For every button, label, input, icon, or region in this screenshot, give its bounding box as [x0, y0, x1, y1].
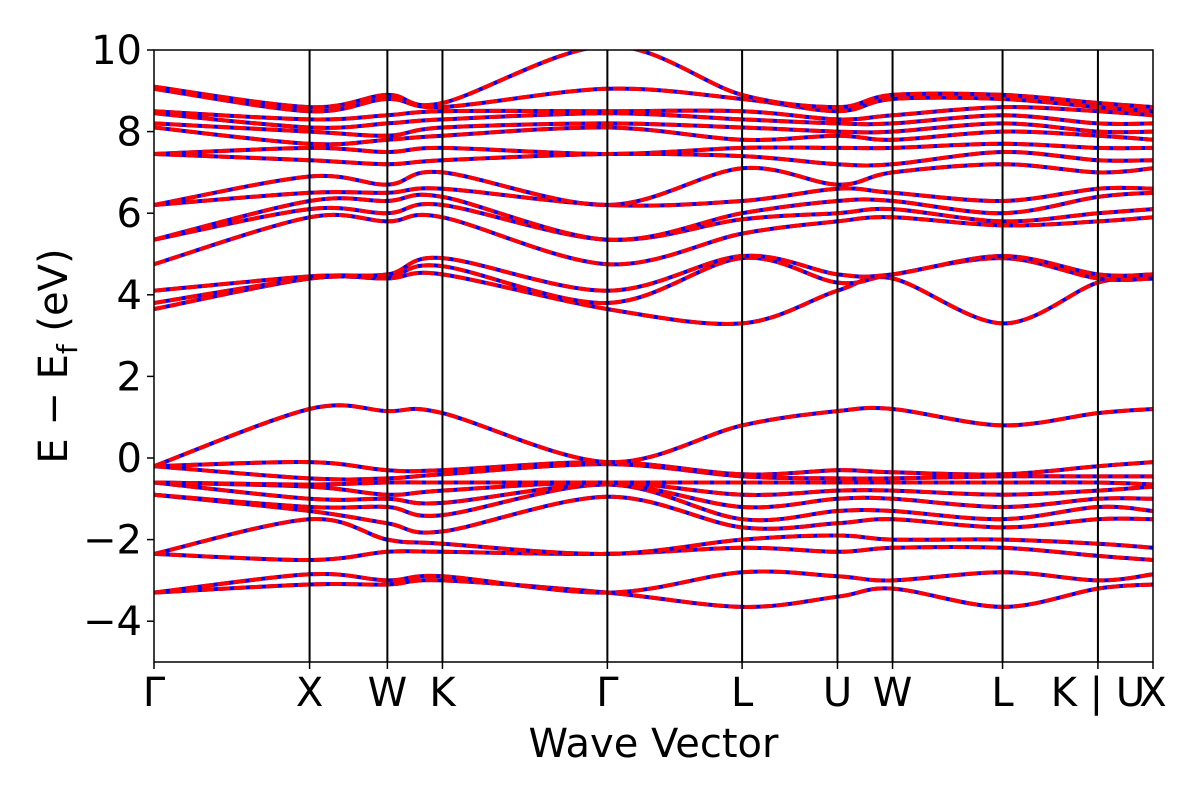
band-line-overlay-10 [154, 460, 1153, 477]
band-line-overlay-6 [154, 480, 1153, 510]
kpoint-lines [308, 50, 1099, 662]
band-line-overlay-11 [154, 403, 1153, 469]
y-tick-label-3: 2 [117, 354, 142, 400]
y-tick-label-0: −4 [83, 599, 142, 645]
band-line-overlay-18 [154, 185, 1153, 208]
band-line-overlay-27 [154, 50, 1153, 110]
x-tick-label-6: U [823, 670, 852, 716]
y-tick-label-2: 0 [117, 436, 142, 482]
y-tick-label-7: 10 [91, 28, 142, 74]
x-tick-label-4: Γ [596, 670, 619, 716]
y-tick-label-4: 4 [117, 273, 142, 319]
band-line-overlay-23 [154, 121, 1153, 138]
band-lines [154, 50, 1153, 609]
x-axis-title: Wave Vector [529, 721, 780, 767]
y-axis-title: E − Ef (eV) [31, 248, 84, 463]
x-tick-label-3: K [429, 670, 457, 716]
x-tick-label-1: X [296, 670, 323, 716]
y-axis-title-unit: (eV) [31, 248, 77, 344]
band-line-overlay-21 [154, 141, 1153, 157]
band-line-overlay-5 [154, 482, 1153, 523]
y-axis-ticks: −4 −2 0 2 4 6 8 10 [83, 28, 154, 645]
band-line-overlay-26 [154, 86, 1153, 114]
axes-frame [153, 49, 1154, 663]
x-tick-label-7: W [873, 670, 913, 716]
band-line-overlay-25 [154, 105, 1153, 122]
y-axis-title-subscript: f [51, 343, 84, 354]
x-tick-label-10: X [1139, 670, 1166, 716]
y-tick-label-1: −2 [83, 518, 142, 564]
band-line-overlay-24 [154, 111, 1153, 130]
x-tick-label-0: Γ [143, 670, 166, 716]
x-tick-label-9: K | U [1051, 670, 1145, 716]
band-line-overlay-8 [154, 480, 1153, 487]
band-line-overlay-20 [154, 149, 1153, 168]
band-line-overlay-0 [154, 578, 1153, 609]
band-line-overlay-22 [154, 125, 1153, 147]
band-line-overlay-2 [154, 544, 1153, 563]
band-line-overlay-17 [154, 190, 1153, 242]
band-line-16 [154, 202, 1153, 242]
band-line-overlay-4 [154, 492, 1153, 535]
band-line-overlay-15 [154, 212, 1153, 267]
band-line-overlay-9 [154, 462, 1153, 482]
band-line-overlay-1 [154, 569, 1153, 595]
y-axis-title-main: E − E [31, 354, 77, 464]
x-tick-label-8: L [991, 670, 1014, 716]
band-line-overlay-7 [154, 480, 1153, 497]
band-line-overlay-3 [154, 517, 1153, 556]
y-tick-label-5: 6 [117, 191, 142, 237]
y-tick-label-6: 8 [117, 110, 142, 156]
x-tick-label-5: L [731, 670, 754, 716]
x-tick-label-2: W [368, 670, 408, 716]
